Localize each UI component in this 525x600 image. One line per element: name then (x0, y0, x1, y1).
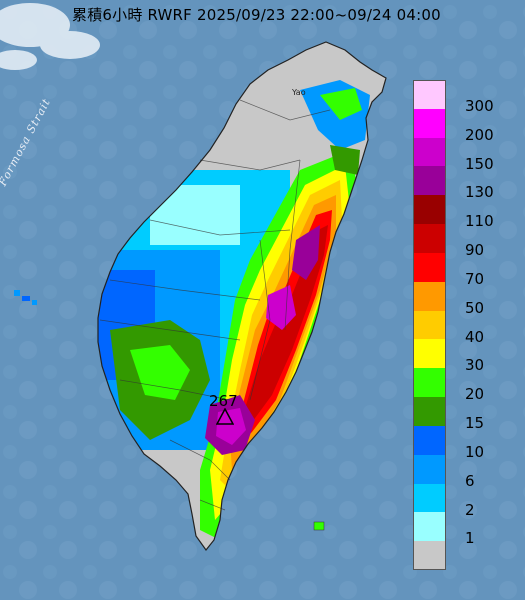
legend-label: 150 (465, 154, 494, 173)
legend-swatch (413, 425, 446, 456)
legend-label: 300 (465, 97, 494, 115)
county-boundaries (99, 99, 331, 511)
legend-label: 50 (465, 298, 485, 317)
legend-swatch (413, 368, 446, 398)
legend-label: 200 (465, 125, 494, 144)
legend-label: 1 (465, 529, 475, 548)
legend-swatch (413, 137, 446, 167)
penghu-islands (14, 290, 37, 305)
legend-label: 6 (465, 471, 475, 490)
cloud-area (0, 3, 100, 70)
max-rainfall-label: 267 (209, 392, 238, 410)
legend-label: 2 (465, 500, 475, 519)
place-label: Yao (292, 88, 306, 97)
legend-label: 20 (465, 385, 485, 404)
green-island (313, 521, 325, 531)
legend-swatch (413, 483, 446, 513)
legend-label: 10 (465, 442, 485, 461)
legend-swatch (413, 281, 446, 312)
legend-swatch (413, 310, 446, 340)
legend-label: 90 (465, 241, 485, 260)
legend-label: 110 (465, 212, 494, 231)
legend-swatch (413, 397, 446, 427)
legend-label: 15 (465, 414, 485, 433)
max-rainfall-marker-icon (216, 408, 234, 425)
legend-swatch (413, 195, 446, 225)
legend-swatch (413, 454, 446, 485)
legend-swatch (413, 339, 446, 369)
legend-swatch (413, 166, 446, 196)
legend-label: 70 (465, 269, 485, 288)
legend-swatch (413, 512, 446, 542)
legend-swatch (413, 108, 446, 139)
legend-swatch (413, 252, 446, 283)
legend-swatch (413, 541, 446, 571)
legend-label: 40 (465, 327, 485, 346)
legend-swatch (413, 224, 446, 254)
legend-swatch (413, 80, 446, 110)
map-title: 累積6小時 RWRF 2025/09/23 22:00~09/24 04:00 (72, 6, 441, 24)
legend-label: 30 (465, 356, 485, 375)
legend-label: 130 (465, 183, 494, 202)
